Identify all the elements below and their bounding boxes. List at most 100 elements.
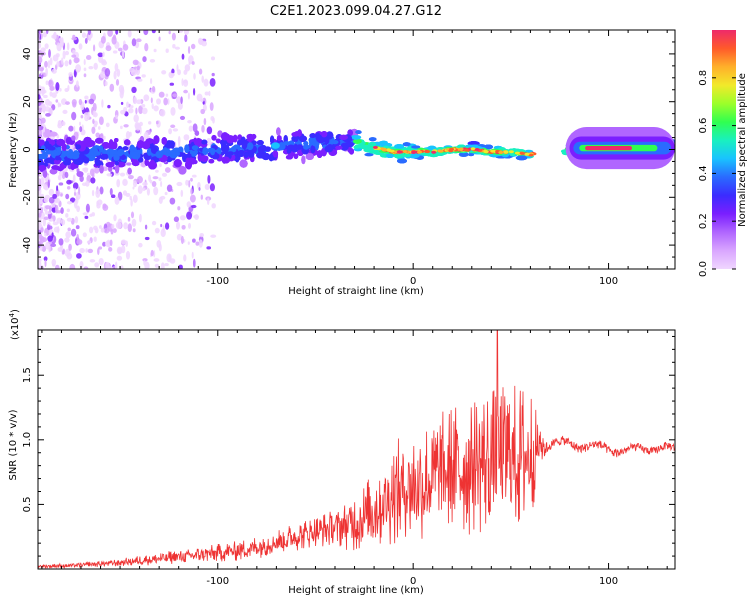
spectrogram-noise-blob	[48, 218, 54, 222]
spectrogram-band-blob	[76, 171, 84, 178]
spectrogram-noise-blob	[120, 239, 127, 245]
spectrogram-y-tick-label: 40	[22, 48, 33, 61]
spectrogram-noise-blob	[125, 131, 131, 140]
spectrogram-noise-blob	[56, 185, 59, 192]
spectrogram-noise-blob	[55, 188, 60, 197]
spectrogram-noise-blob	[187, 46, 191, 54]
spectrogram-noise-blob	[183, 254, 187, 262]
spectrogram-peak-blob	[381, 148, 387, 152]
spectrogram-noise-blob	[198, 187, 201, 191]
spectrogram-noise-blob	[160, 223, 163, 228]
spectrogram-band-blob	[166, 156, 173, 163]
spectrogram-noise-blob	[190, 188, 193, 195]
spectrogram-noise-blob	[144, 224, 148, 230]
spectrogram-noise-blob	[75, 225, 80, 230]
colorbar-tick-label: 0.8	[698, 70, 709, 86]
spectrogram-peak-blob	[508, 150, 514, 154]
spectrogram-band-blob	[49, 168, 58, 175]
spectrogram-noise-blob	[100, 227, 105, 233]
spectrogram-band-blob	[309, 133, 317, 139]
spectrogram-noise-blob	[83, 112, 90, 117]
spectrogram-noise-blob	[47, 60, 51, 69]
spectrogram-noise-blob	[40, 176, 45, 186]
spectrogram-peak-blob	[474, 148, 480, 151]
spectrogram-noise-blob	[109, 187, 113, 196]
spectrogram-band-blob	[189, 158, 196, 165]
spectrogram-noise-blob	[84, 37, 88, 44]
spectrogram-noise-blob	[163, 97, 168, 106]
spectrogram-noise-blob	[83, 67, 87, 72]
spectrogram-noise-blob	[115, 221, 122, 229]
spectrogram-noise-blob	[79, 126, 83, 133]
spectrogram-band-blob	[345, 141, 354, 147]
spectrogram-noise-blob	[104, 240, 111, 247]
spectrogram-noise-blob	[76, 234, 79, 240]
spectrogram-noise-blob	[132, 228, 136, 233]
spectrogram-band-blob	[114, 160, 119, 166]
spectrogram-noise-blob	[45, 67, 48, 77]
spectrogram-noise-blob	[97, 52, 104, 58]
spectrogram-band-blob	[101, 142, 110, 149]
spectrogram-noise-blob	[133, 96, 138, 105]
spectrogram-noise-blob	[48, 205, 52, 213]
spectrogram-noise-blob	[113, 214, 117, 222]
spectrogram-noise-blob	[161, 70, 167, 75]
spectrogram-noise-blob	[68, 243, 72, 251]
spectrogram-band-blob	[465, 144, 475, 148]
spectrogram-noise-blob	[190, 177, 193, 182]
spectrogram-noise-blob	[184, 64, 191, 72]
spectrogram-noise-blob	[65, 213, 69, 218]
spectrogram-band-blob	[286, 147, 292, 154]
spectrogram-noise-blob	[148, 121, 152, 125]
spectrogram-noise-blob	[125, 250, 131, 260]
spectrogram-noise-blob	[155, 169, 159, 173]
spectrogram-noise-blob	[153, 250, 156, 258]
spectrogram-noise-blob	[135, 107, 138, 115]
spectrogram-band-blob	[201, 139, 208, 145]
spectrogram-noise-blob	[153, 186, 159, 196]
spectrogram-noise-blob	[166, 184, 173, 192]
spectrogram-noise-blob	[171, 32, 176, 41]
spectrogram-noise-blob	[165, 48, 169, 53]
spectrogram-noise-blob	[48, 49, 51, 58]
spectrogram-noise-blob	[60, 193, 63, 197]
spectrogram-band-blob	[257, 145, 266, 154]
spectrogram-noise-blob	[177, 206, 181, 211]
spectrogram-band-blob	[215, 138, 221, 144]
spectrogram-noise-blob	[82, 167, 86, 172]
spectrogram-noise-blob	[75, 196, 79, 205]
spectrogram-x-tick-label: 0	[410, 276, 416, 287]
spectrogram-noise-blob	[158, 177, 162, 182]
spectrogram-noise-blob	[38, 223, 43, 228]
spectrogram-noise-blob	[168, 254, 171, 261]
snr-y-label: SNR (10 * v/v)	[8, 409, 19, 480]
spectrogram-noise-blob	[193, 73, 196, 80]
spectrogram-noise-blob	[181, 78, 184, 86]
spectrogram-noise-blob	[142, 56, 147, 63]
spectrogram-noise-blob	[183, 30, 190, 36]
spectrogram-band-blob	[467, 141, 480, 146]
spectrogram-noise-blob	[72, 174, 76, 183]
spectrogram-band-blob	[321, 131, 328, 138]
spectrogram-band-blob	[302, 144, 310, 150]
spectrogram-noise-blob	[138, 213, 142, 223]
colorbar: 0.0 0.2 0.4 0.6 0.8 Normalized spectral ampl…	[698, 30, 748, 277]
spectrogram-band-blob	[202, 147, 209, 155]
spectrogram-noise-blob	[114, 171, 120, 176]
spectrogram-noise-blob	[151, 220, 157, 226]
spectrogram-noise-blob	[115, 261, 118, 269]
spectrogram-noise-blob	[149, 58, 156, 63]
spectrogram-noise-blob	[184, 34, 188, 43]
spectrogram-band-blob	[144, 158, 149, 166]
spectrogram-noise-blob	[93, 236, 97, 242]
spectrogram-noise-blob	[81, 32, 87, 39]
spectrogram-noise-blob	[164, 167, 171, 173]
spectrogram-noise-blob	[180, 189, 184, 198]
spectrogram-noise-blob	[65, 193, 70, 200]
spectrogram-noise-blob	[158, 243, 162, 252]
spectrogram-noise-blob	[39, 193, 45, 198]
spectrogram-band-blob	[175, 151, 181, 157]
spectrogram-band-blob	[115, 164, 120, 174]
spectrogram-noise-blob	[38, 185, 41, 191]
spectrogram-noise-blob	[210, 234, 217, 238]
